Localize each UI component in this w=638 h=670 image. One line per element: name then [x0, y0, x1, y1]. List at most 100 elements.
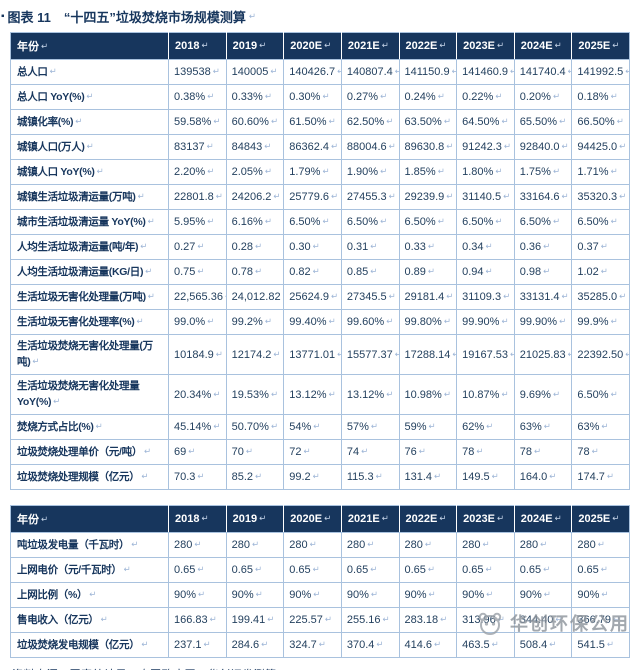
data-cell: 61.50% ↵ [283, 109, 342, 135]
data-cell: 90% ↵ [571, 582, 630, 608]
data-cell: 13.12% ↵ [283, 374, 342, 415]
paragraph-mark-icon: ↵ [437, 216, 445, 226]
row-label: 垃圾焚烧发电规模（亿元） ↵ [10, 632, 169, 658]
paragraph-mark-icon: ↵ [386, 388, 394, 399]
paragraph-mark-icon: ↵ [370, 564, 378, 574]
paragraph-mark-icon: ↵ [337, 349, 340, 359]
paragraph-mark-icon: ↵ [328, 116, 336, 126]
row-label: 人均生活垃圾清运量(吨/年) ↵ [10, 234, 169, 260]
paragraph-mark-icon: ↵ [395, 66, 398, 76]
data-cell: 0.30% ↵ [283, 84, 342, 110]
data-cell: 86362.4 ↵ [283, 134, 342, 160]
column-header: 2022E ↵ [399, 505, 458, 533]
data-cell: 78 ↵ [513, 439, 573, 465]
row-label: 城市生活垃圾清运量 YoY(%) ↵ [10, 209, 169, 235]
paragraph-mark-icon: ↵ [443, 116, 451, 126]
paragraph-mark-icon: ↵ [380, 166, 388, 176]
row-label: 生活垃圾焚烧无害化处理量 YoY(%) ↵ [10, 374, 169, 415]
row-label: 城镇生活垃圾清运量(万吨) ↵ [10, 184, 169, 210]
data-cell: 60.60% ↵ [225, 109, 285, 135]
header-row: 年份 ↵ 2018 ↵ 2019 ↵ 2020E ↵ 2021E ↵ 2022E ↵ 2023E ↵ 202… [10, 505, 630, 533]
paragraph-mark-icon: ↵ [188, 446, 196, 456]
data-cell: 99.2 ↵ [283, 464, 342, 490]
paragraph-mark-icon: ↵ [549, 471, 557, 481]
paragraph-mark-icon: ↵ [606, 639, 615, 649]
data-cell: 50.70% ↵ [225, 414, 285, 440]
data-cell: 140807.4↵ [340, 59, 400, 85]
paragraph-mark-icon: ↵ [270, 388, 279, 399]
paragraph-mark-icon: ↵ [261, 639, 269, 649]
paragraph-mark-icon: ↵ [386, 116, 394, 126]
paragraph-mark-icon: ↵ [543, 421, 551, 431]
paragraph-mark-icon: ↵ [32, 356, 40, 366]
paragraph-mark-icon: ↵ [443, 316, 451, 326]
paragraph-mark-icon: ↵ [361, 446, 369, 456]
paragraph-mark-icon: ↵ [491, 639, 499, 649]
column-header: 2024E ↵ [514, 505, 573, 533]
paragraph-mark-icon: ↵ [496, 40, 505, 50]
data-cell: 0.78 ↵ [225, 259, 285, 285]
paragraph-mark-icon: ↵ [255, 241, 263, 251]
data-cell: 0.65 ↵ [571, 557, 630, 583]
paragraph-mark-icon: ↵ [96, 166, 104, 176]
paragraph-mark-icon: ↵ [555, 614, 563, 624]
paragraph-mark-icon: ↵ [201, 513, 209, 523]
paragraph-mark-icon: ↵ [136, 316, 144, 326]
paragraph-mark-icon: ↵ [255, 266, 263, 276]
paragraph-mark-icon: ↵ [382, 614, 390, 624]
paragraph-mark-icon: ↵ [318, 639, 326, 649]
paragraph-mark-icon: ↵ [600, 266, 608, 276]
paragraph-mark-icon: ↵ [264, 166, 272, 176]
data-cell: 0.65 ↵ [340, 557, 400, 583]
paragraph-mark-icon: ↵ [245, 446, 253, 456]
data-cell: 99.90% ↵ [456, 309, 515, 335]
paragraph-mark-icon: ↵ [446, 191, 454, 201]
data-cell: 99.40% ↵ [283, 309, 342, 335]
data-cell: 280 ↵ [456, 532, 515, 558]
data-cell: 0.33% ↵ [225, 84, 285, 110]
data-cell: 280 ↵ [168, 532, 227, 558]
data-cell: 70 ↵ [225, 439, 285, 465]
data-cell: 140005 ↵ [225, 59, 285, 85]
paragraph-mark-icon: ↵ [437, 166, 445, 176]
column-header: 2019 ↵ [226, 505, 285, 533]
paragraph-mark-icon: ↵ [452, 349, 455, 359]
paragraph-mark-icon: ↵ [613, 614, 621, 624]
paragraph-mark-icon: ↵ [616, 116, 624, 126]
data-cell: 21025.83↵ [513, 334, 573, 375]
data-cell: 6.50% ↵ [340, 209, 400, 235]
data-cell: 370.4 ↵ [340, 632, 400, 658]
paragraph-mark-icon: ↵ [610, 388, 618, 399]
column-header: 2022E ↵ [399, 32, 458, 60]
column-header: 2021E ↵ [341, 505, 400, 533]
data-cell: 90% ↵ [513, 582, 573, 608]
paragraph-mark-icon: ↵ [312, 564, 320, 574]
data-cell: 0.85 ↵ [340, 259, 400, 285]
paragraph-mark-icon: ↵ [503, 141, 512, 151]
data-cell: 90% ↵ [456, 582, 515, 608]
data-cell: 141740.4↵ [513, 59, 573, 85]
paragraph-mark-icon: ↵ [313, 421, 321, 431]
paragraph-mark-icon: ↵ [437, 91, 445, 101]
data-cell: 20.34% ↵ [168, 374, 227, 415]
paragraph-mark-icon: ↵ [215, 191, 223, 201]
paragraph-mark-icon: ↵ [552, 91, 561, 101]
paragraph-mark-icon: ↵ [324, 40, 332, 50]
table-row: 焚烧方式占比(%) ↵ 45.14% ↵ 50.70% ↵ 54% ↵ 57% ↵ 59% ↵ 62% ↵… [10, 414, 630, 440]
paragraph-mark-icon: ↵ [610, 166, 618, 176]
data-cell: 280 ↵ [340, 532, 400, 558]
paragraph-mark-icon: ↵ [147, 216, 155, 226]
data-cell: 508.4 ↵ [513, 632, 573, 658]
data-cell: 29181.4 ↵ [398, 284, 458, 310]
paragraph-mark-icon: ↵ [376, 639, 384, 649]
row-label: 焚烧方式占比(%) ↵ [10, 414, 169, 440]
paragraph-mark-icon: ↵ [255, 471, 263, 481]
paragraph-mark-icon: ↵ [273, 191, 281, 201]
paragraph-mark-icon: ↵ [561, 291, 569, 301]
data-cell: 19167.53↵ [456, 334, 515, 375]
paragraph-mark-icon: ↵ [145, 266, 152, 276]
table-row: 生活垃圾焚烧无害化处理量 YoY(%) ↵ 20.34% ↵ 19.53% ↵ 13.12%… [10, 374, 630, 415]
table-row: 垃圾焚烧处理单价（元/吨） ↵ 69 ↵ 70 ↵ 72 ↵ 74 ↵ 76 ↵ 78 ↵ 78 ↵ 78 ↵ [10, 439, 630, 465]
data-cell: 0.82 ↵ [283, 259, 342, 285]
